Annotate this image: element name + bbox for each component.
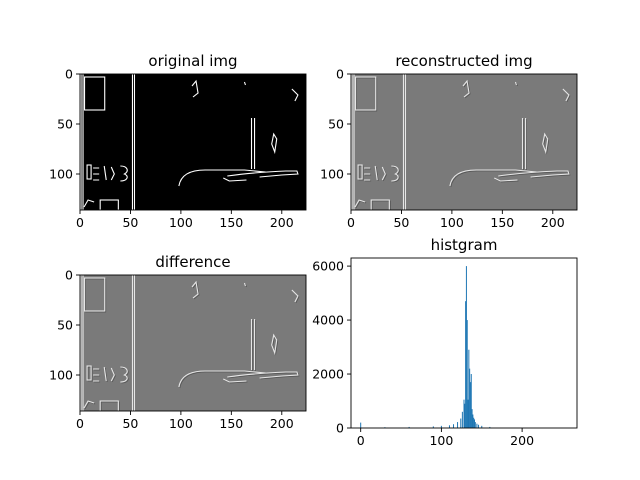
histogram-bar <box>465 301 467 428</box>
y-tick-label: 0 <box>336 421 344 436</box>
image-content <box>80 74 299 210</box>
y-tick-label: 100 <box>49 167 73 182</box>
histogram-bar <box>469 368 471 428</box>
histogram-bar <box>473 419 475 428</box>
y-tick-label: 50 <box>328 117 344 132</box>
y-tick-label: 0 <box>65 67 73 82</box>
histogram-bar <box>467 399 469 428</box>
histogram-bar <box>460 418 462 428</box>
histogram-bar <box>360 422 362 428</box>
x-tick-label: 150 <box>219 416 243 431</box>
histogram-bar <box>465 266 467 428</box>
x-tick-label: 0 <box>357 433 365 448</box>
histogram-bar <box>464 403 466 428</box>
x-tick-label: 200 <box>270 416 294 431</box>
y-tick-label: 100 <box>320 167 344 182</box>
histogram-bar <box>472 414 474 428</box>
original-img-panel: original img 0 50 100 150 200 0 50 100 <box>49 52 307 230</box>
x-tick-label: 200 <box>510 433 534 448</box>
panel-title: difference <box>155 253 230 271</box>
histogram-bar <box>461 411 463 428</box>
reconstructed-img-panel: reconstructed img 0 50 100 150 200 0 50 100 <box>320 52 578 230</box>
y-tick-label: 2000 <box>312 367 344 382</box>
x-tick-label: 0 <box>347 215 355 230</box>
histogram-bar <box>474 422 476 428</box>
y-tick-label: 6000 <box>312 259 344 274</box>
histogram-bar <box>469 382 471 428</box>
histogram-bar <box>478 424 480 428</box>
x-tick-label: 50 <box>122 416 138 431</box>
x-tick-label: 0 <box>76 416 84 431</box>
histogram-bar <box>473 417 475 428</box>
x-tick-label: 100 <box>169 215 193 230</box>
axes-frame <box>79 274 307 412</box>
y-tick-label: 0 <box>336 67 344 82</box>
histogram-bar <box>466 320 468 428</box>
x-tick-label: 100 <box>169 416 193 431</box>
histogram-bar <box>448 425 450 428</box>
axes-frame <box>79 73 307 211</box>
y-tick-label: 100 <box>49 368 73 383</box>
histogram-bar <box>489 426 491 428</box>
y-tick-label: 4000 <box>312 313 344 328</box>
histogram-bar <box>476 423 478 428</box>
axes-frame <box>350 73 578 211</box>
y-tick-label: 0 <box>65 268 73 283</box>
x-tick-label: 200 <box>270 215 294 230</box>
histogram-bar <box>463 399 465 428</box>
histogram-bar <box>432 426 434 428</box>
x-tick-label: 200 <box>541 215 565 230</box>
histogram-bar <box>408 426 410 428</box>
axes-frame <box>350 257 578 429</box>
panel-title: reconstructed img <box>395 52 532 70</box>
panel-title: histgram <box>431 236 498 254</box>
image-content <box>80 275 300 411</box>
histogram-bar <box>470 374 472 428</box>
x-tick-label: 100 <box>440 215 464 230</box>
x-tick-label: 50 <box>393 215 409 230</box>
x-tick-label: 50 <box>122 215 138 230</box>
histogram-bar <box>468 349 470 428</box>
histogram-bar <box>453 424 455 428</box>
y-tick-label: 50 <box>57 318 73 333</box>
histogram-bar <box>440 425 442 428</box>
difference-panel: difference 0 50 100 150 200 0 50 100 <box>49 253 307 431</box>
x-tick-label: 150 <box>219 215 243 230</box>
panel-title: original img <box>148 52 237 70</box>
histogram-bar <box>471 409 473 428</box>
histogram-bar <box>481 425 483 428</box>
image-content <box>351 74 571 210</box>
histogram-bar <box>457 422 459 428</box>
x-tick-label: 150 <box>490 215 514 230</box>
y-tick-label: 50 <box>57 117 73 132</box>
x-tick-label: 100 <box>429 433 453 448</box>
x-tick-label: 0 <box>76 215 84 230</box>
